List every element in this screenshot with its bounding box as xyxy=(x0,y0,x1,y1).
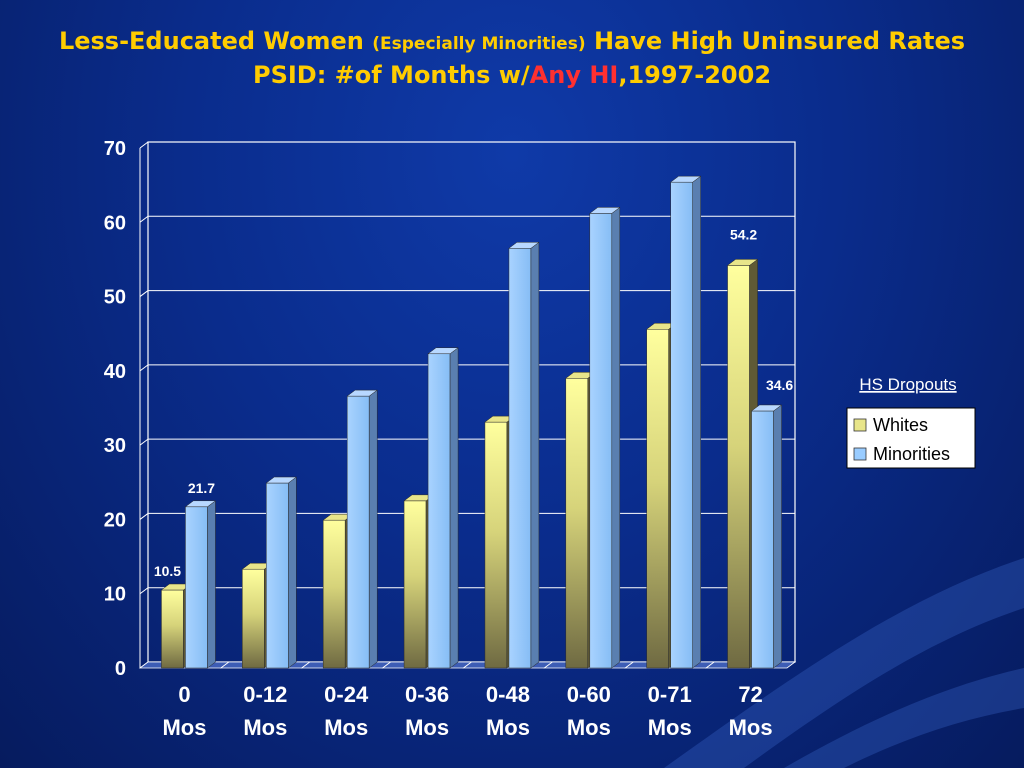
bar-minorities-top xyxy=(669,175,702,183)
bar-minorities-side xyxy=(449,347,459,669)
x-tick-label: 0-12 xyxy=(243,682,287,707)
x-tick-label: 0-60 xyxy=(567,682,611,707)
bar-minorities xyxy=(266,482,289,669)
bar-minorities-side xyxy=(530,241,540,669)
bar-minorities xyxy=(508,248,532,669)
bar-whites xyxy=(565,378,589,669)
x-tick-label: Mos xyxy=(405,715,449,740)
title-line-1: Less-Educated Women (Especially Minoriti… xyxy=(0,26,1024,60)
y-tick-mark xyxy=(139,513,149,520)
bar-minorities xyxy=(346,395,370,669)
legend-swatch-minorities xyxy=(853,447,867,461)
bar-minorities-side xyxy=(368,389,378,669)
x-tick-label: 0-36 xyxy=(405,682,449,707)
y-tick-label: 10 xyxy=(104,584,126,606)
bar-minorities-top xyxy=(508,242,540,249)
bar-minorities xyxy=(751,410,774,669)
x-tick-label: Mos xyxy=(243,715,287,740)
bar-whites-top xyxy=(726,259,759,266)
bar-minorities xyxy=(427,353,451,669)
bar-minorities-side xyxy=(692,175,701,669)
y-tick-label: 50 xyxy=(104,287,126,309)
subtitle-text-1: PSID: #of Months w/ xyxy=(252,61,530,89)
y-tick-label: 30 xyxy=(104,435,126,457)
bar-minorities-side xyxy=(288,476,297,669)
x-tick-label: Mos xyxy=(324,715,368,740)
bar-minorities-top xyxy=(265,476,298,484)
y-tick-label: 0 xyxy=(115,658,126,680)
y-tick-mark xyxy=(139,438,149,446)
y-tick-label: 20 xyxy=(104,509,126,531)
bar-whites xyxy=(161,589,184,669)
bar-minorities-side xyxy=(207,500,216,669)
x-tick-label: Mos xyxy=(486,715,530,740)
bar-minorities-top xyxy=(427,347,459,355)
x-tick-label: 0-48 xyxy=(486,682,530,707)
y-tick-mark xyxy=(139,587,149,595)
data-label: 10.5 xyxy=(154,563,181,579)
title-line-2: PSID: #of Months w/Any HI,1997-2002 xyxy=(0,60,1024,91)
legend-box xyxy=(846,407,976,469)
bar-whites xyxy=(646,329,669,669)
bar-minorities-top xyxy=(750,404,783,412)
legend-label: Minorities xyxy=(873,444,950,464)
data-label: 54.2 xyxy=(730,226,757,242)
bar-minorities-side xyxy=(611,206,621,669)
x-tick-label: Mos xyxy=(567,715,611,740)
slide-title: Less-Educated Women (Especially Minoriti… xyxy=(0,26,1024,91)
subtitle-text-2: ,1997-2002 xyxy=(618,61,772,89)
bar-whites xyxy=(242,568,265,669)
x-tick-label: 0 xyxy=(178,682,190,707)
data-label: 34.6 xyxy=(766,377,793,393)
y-tick-label: 40 xyxy=(104,361,126,383)
bar-minorities xyxy=(185,506,208,669)
x-tick-label: Mos xyxy=(648,715,692,740)
subtitle-highlight: Any HI xyxy=(529,61,619,89)
bar-whites xyxy=(322,519,346,669)
bar-minorities-top xyxy=(346,389,378,397)
legend-title: HS Dropouts xyxy=(859,375,956,394)
legend-label: Whites xyxy=(873,415,928,435)
x-tick-label: 0-24 xyxy=(324,682,369,707)
y-tick-label: 60 xyxy=(104,212,126,234)
y-tick-mark xyxy=(139,364,149,372)
x-tick-label: Mos xyxy=(729,715,773,740)
bar-minorities-top xyxy=(589,207,621,214)
title-paren-text: (Especially Minorities) xyxy=(372,34,586,54)
bar-minorities-side xyxy=(773,404,782,669)
y-tick-mark xyxy=(139,290,149,297)
bar-minorities xyxy=(589,213,613,669)
bar-whites xyxy=(484,421,508,669)
data-label: 21.7 xyxy=(188,480,215,496)
y-tick-label: 70 xyxy=(104,138,126,160)
title-text-1: Less-Educated Women xyxy=(58,27,373,55)
bar-minorities xyxy=(670,181,693,669)
legend-swatch-whites xyxy=(853,418,867,432)
bar-whites xyxy=(403,500,427,669)
y-tick-mark xyxy=(139,141,149,149)
x-tick-label: Mos xyxy=(162,715,206,740)
x-tick-label: 0-71 xyxy=(648,682,692,707)
bar-whites xyxy=(727,265,750,669)
bar-minorities-top xyxy=(184,500,217,508)
y-tick-mark xyxy=(139,215,149,223)
title-text-2: Have High Uninsured Rates xyxy=(585,27,966,55)
x-tick-label: 72 xyxy=(738,682,762,707)
decorative-swoosh xyxy=(664,558,1024,768)
